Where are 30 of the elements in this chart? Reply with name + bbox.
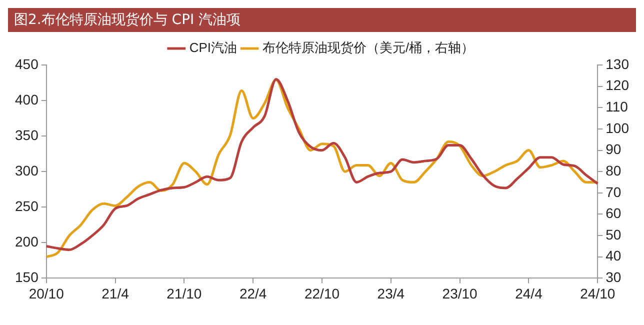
y2-tick-label: 60: [606, 205, 622, 222]
y2-tick-label: 40: [606, 248, 622, 264]
x-tick-label: 21/4: [102, 285, 130, 302]
y2-tick-label: 50: [606, 226, 622, 242]
x-tick-label: 21/10: [166, 285, 202, 302]
y2-tick-label: 130: [606, 56, 630, 72]
x-tick-label: 22/10: [304, 285, 340, 302]
y-tick-label: 400: [15, 91, 39, 108]
y-tick-label: 350: [15, 126, 39, 143]
x-tick-label: 23/10: [442, 285, 478, 302]
y-tick-label: 450: [15, 56, 39, 72]
chart-title: 图2.布伦特原油现货价与 CPI 汽油项: [8, 8, 636, 32]
y2-tick-label: 80: [606, 162, 622, 178]
y2-tick-label: 30: [606, 269, 622, 286]
legend-label: CPI汽油: [189, 40, 238, 56]
y-tick-label: 250: [15, 198, 39, 214]
y-tick-label: 300: [15, 162, 39, 178]
y2-tick-label: 70: [606, 184, 622, 200]
y-tick-label: 200: [15, 234, 39, 250]
y2-tick-label: 120: [606, 77, 630, 94]
y2-tick-label: 100: [606, 120, 630, 136]
x-tick-label: 22/4: [239, 285, 267, 302]
y-tick-label: 150: [15, 269, 39, 286]
y2-tick-label: 90: [606, 141, 622, 158]
x-tick-label: 23/4: [377, 285, 405, 302]
x-tick-label: 24/10: [580, 285, 616, 302]
x-tick-label: 20/10: [28, 285, 64, 302]
y2-tick-label: 110: [606, 98, 628, 114]
legend-label: 布伦特原油现货价（美元/桶，右轴）: [262, 40, 474, 56]
x-tick-label: 24/4: [515, 285, 543, 302]
